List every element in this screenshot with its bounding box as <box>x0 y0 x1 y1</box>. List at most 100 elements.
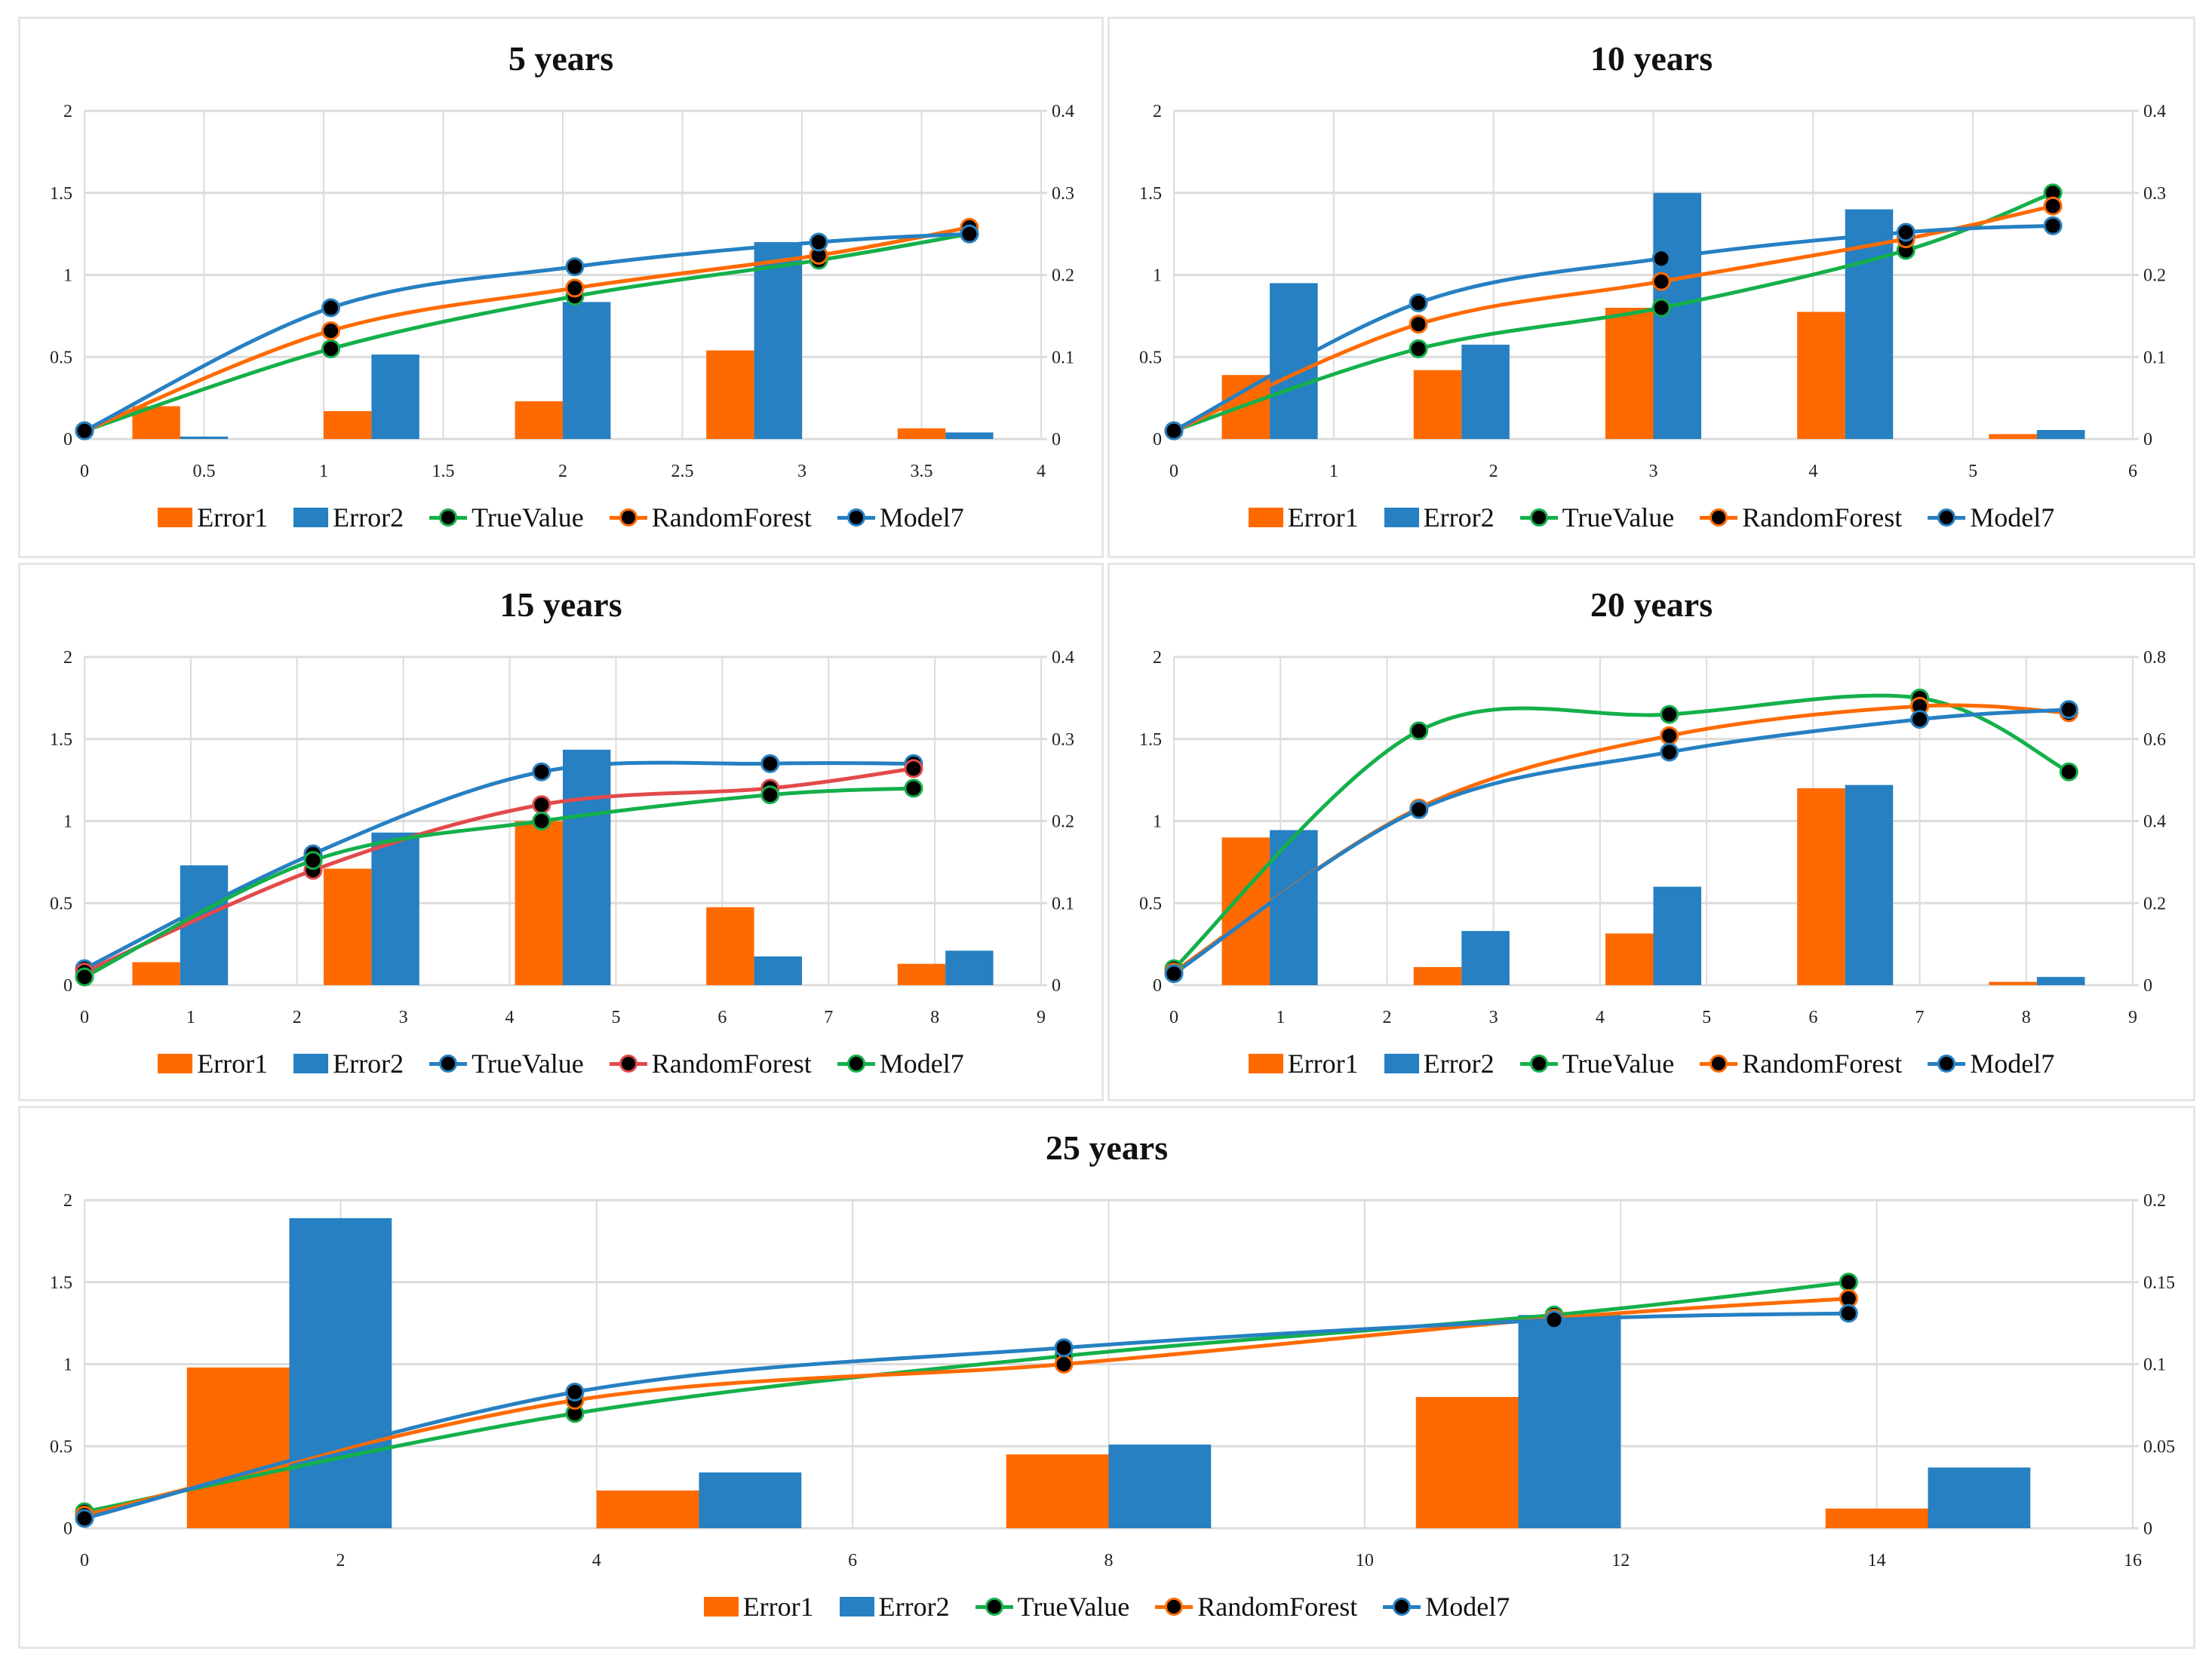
y-tick-label: 1 <box>63 812 72 832</box>
bar-error2 <box>754 956 802 985</box>
legend-line-marker-swatch <box>837 508 875 527</box>
bar-error2 <box>2036 977 2085 985</box>
x-tick-label: 0.5 <box>193 462 216 481</box>
legend-line-marker-swatch <box>1928 508 1966 527</box>
line-randomforest <box>83 766 914 974</box>
bar-error1 <box>1413 967 1462 985</box>
legend-label: Model7 <box>1425 1592 1510 1622</box>
bar-error2 <box>1928 1467 2031 1528</box>
bar-error1 <box>132 962 180 985</box>
marker-model7 <box>2059 700 2078 720</box>
legend-item: Error2 <box>293 502 404 533</box>
y2-tick-label: 0.4 <box>2143 812 2166 832</box>
x-tick-label: 8 <box>2022 1008 2031 1027</box>
bar-error1 <box>324 411 372 439</box>
marker-model7 <box>75 421 94 441</box>
x-tick-label: 0 <box>80 1551 89 1570</box>
line-model7 <box>83 232 970 433</box>
marker-model7 <box>303 851 323 870</box>
chart-legend: Error1 Error2 TrueValue RandomForest Model7 <box>20 502 1101 533</box>
x-tick-label: 0 <box>1169 462 1178 481</box>
line-truevalue <box>1172 693 2070 971</box>
marker-model7 <box>1409 800 1429 819</box>
legend-label: TrueValue <box>472 1048 584 1079</box>
y2-tick-label: 0.6 <box>2143 730 2166 750</box>
y-tick-label: 1.5 <box>1139 184 1162 204</box>
bar-error1 <box>897 963 946 985</box>
legend-label: Error2 <box>1423 502 1495 533</box>
marker-randomforest <box>2043 196 2063 216</box>
legend-line-marker-swatch <box>609 508 647 527</box>
marker-model7 <box>75 1509 94 1528</box>
y-tick-label: 0 <box>1153 976 1162 996</box>
x-tick-label: 4 <box>1808 462 1817 481</box>
bar-error1 <box>706 350 754 439</box>
x-tick-label: 1 <box>186 1008 195 1027</box>
marker-model7 <box>960 224 979 244</box>
legend-item: TrueValue <box>975 1591 1130 1623</box>
legend-label: TrueValue <box>1017 1592 1130 1622</box>
y-tick-label: 1.5 <box>50 1273 72 1293</box>
bar-error2 <box>180 436 229 439</box>
y2-tick-label: 0.4 <box>1052 648 1074 668</box>
legend-label: Error2 <box>333 502 404 533</box>
x-tick-label: 10 <box>1356 1551 1374 1570</box>
x-tick-label: 1 <box>1276 1008 1285 1027</box>
x-tick-label: 12 <box>1611 1551 1630 1570</box>
line-randomforest <box>1172 204 2054 433</box>
legend-item: Error1 <box>158 1048 268 1079</box>
legend-line-marker-swatch <box>429 508 468 527</box>
y2-tick-label: 0.2 <box>2143 894 2166 913</box>
y2-tick-label: 0.05 <box>2143 1437 2175 1457</box>
y2-tick-label: 0.3 <box>1052 184 1074 204</box>
x-tick-label: 4 <box>505 1008 515 1027</box>
marker-model7 <box>565 257 585 277</box>
y-tick-label: 1.5 <box>50 730 72 750</box>
marker-model7 <box>1054 1338 1074 1358</box>
line-truevalue <box>84 232 970 433</box>
chart-title: 15 years <box>499 585 622 624</box>
x-tick-label: 5 <box>611 1008 620 1027</box>
legend-label: Error2 <box>878 1592 950 1622</box>
y2-tick-label: 0.4 <box>2143 102 2166 121</box>
y-tick-label: 1 <box>1153 266 1162 286</box>
chart-title: 5 years <box>508 39 614 78</box>
legend-item: Model7 <box>1928 1048 2054 1079</box>
legend-bar-swatch <box>1248 508 1283 527</box>
line-randomforest <box>84 225 970 433</box>
y2-tick-label: 0 <box>2143 430 2152 450</box>
legend-bar-swatch <box>1384 508 1419 527</box>
bar-error2 <box>371 832 419 985</box>
y2-tick-label: 0.1 <box>2143 348 2166 367</box>
x-tick-label: 4 <box>592 1551 601 1570</box>
x-tick-label: 6 <box>848 1551 857 1570</box>
marker-model7 <box>1839 1303 1858 1323</box>
y2-tick-label: 0.2 <box>1052 266 1074 286</box>
chart-title: 25 years <box>1045 1128 1169 1167</box>
x-tick-label: 2 <box>336 1551 345 1570</box>
x-tick-label: 7 <box>824 1008 833 1027</box>
legend-label: RandomForest <box>1742 1048 1903 1079</box>
bar-error1 <box>324 868 372 985</box>
legend-bar-swatch <box>839 1597 874 1616</box>
bar-error1 <box>515 401 563 439</box>
legend-label: Error2 <box>1423 1048 1495 1079</box>
chart-legend: Error1 Error2 TrueValue RandomForest Model7 <box>20 1048 1101 1079</box>
bar-error2 <box>563 749 611 985</box>
x-tick-label: 8 <box>930 1008 939 1027</box>
y-tick-label: 0.5 <box>1139 348 1162 367</box>
marker-randomforest <box>1409 315 1428 334</box>
legend-item: Model7 <box>837 1048 964 1079</box>
line-model7 <box>84 1311 1849 1521</box>
x-tick-label: 1 <box>1329 462 1338 481</box>
legend-line-marker-swatch <box>1383 1597 1421 1616</box>
bar-error2 <box>754 242 802 439</box>
marker-model7 <box>321 298 341 318</box>
bar-error2 <box>945 950 994 985</box>
legend-item: Error2 <box>1384 1048 1495 1079</box>
y-tick-label: 2 <box>1153 648 1162 668</box>
legend-item: RandomForest <box>609 1048 812 1079</box>
x-tick-label: 6 <box>717 1008 727 1027</box>
